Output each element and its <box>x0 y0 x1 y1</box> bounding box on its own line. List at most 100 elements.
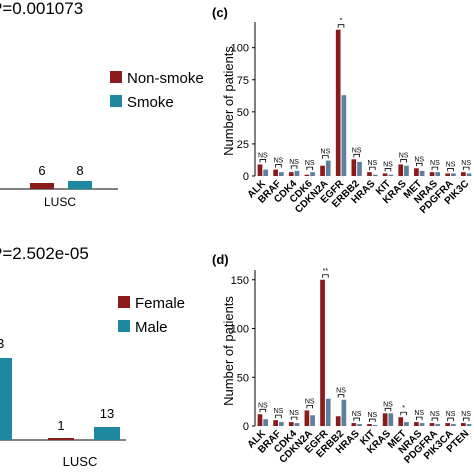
panel-d: (d) Number of patients 050100150NSALKNSB… <box>212 252 472 466</box>
bar-BRAF-1 <box>273 420 278 426</box>
bar-CDK4-2 <box>294 423 300 426</box>
bar-PIK3CA-2 <box>451 424 456 426</box>
sig-bracket-PIK3C <box>462 166 470 171</box>
bar-KRAS-1 <box>398 164 404 176</box>
sig-bracket-PIK3CA <box>447 417 454 422</box>
panel-c: (c) Number of patients 0255075100NSALKNS… <box>212 5 472 216</box>
panel-a: P=0.001073 Non-smoke Smoke 6 8 LUSC <box>0 0 204 209</box>
sig-label-BRAF: NS <box>274 408 284 415</box>
sig-bracket-BRAF <box>275 414 282 419</box>
bar-MET-2 <box>404 422 409 426</box>
sig-bracket-HRAS <box>353 417 360 422</box>
bar-CDK4-2 <box>294 170 300 176</box>
sig-label-KIT: NS <box>383 161 393 168</box>
sig-label-EGFR: * <box>340 18 343 25</box>
panel-c-ylabel: Number of patients <box>221 46 236 156</box>
panel-b-legend-male: Male <box>135 319 168 336</box>
bar-MET-1 <box>414 168 419 176</box>
sig-bracket-MET <box>416 162 423 167</box>
y-tick-label-0: 0 <box>243 421 249 433</box>
sig-bracket-ALK <box>259 159 267 163</box>
bar-CDK6-2 <box>310 172 315 176</box>
bar-KRAS-2 <box>404 165 409 176</box>
bar-HRAS-1 <box>367 172 372 176</box>
sig-bracket-EGFR <box>322 274 329 278</box>
sig-bracket-ERBB2 <box>337 394 345 398</box>
sig-label-CDK4: NS <box>289 159 299 166</box>
panel-b-bar-male <box>94 427 120 440</box>
sig-label-EGFR: ** <box>323 268 329 275</box>
sig-label-PIK3C: NS <box>461 160 471 167</box>
sig-label-CDK6: NS <box>305 160 315 167</box>
bar-PDGFRA-1 <box>429 423 435 426</box>
panel-c-letter: (c) <box>212 5 228 20</box>
bar-BRAF-1 <box>273 169 278 176</box>
bar-PIK3C-2 <box>466 173 472 176</box>
y-tick-label-0: 0 <box>243 171 249 183</box>
sig-label-BRAF: NS <box>274 158 284 165</box>
bar-ALK-2 <box>263 169 269 176</box>
bar-KIT-1 <box>382 173 388 176</box>
sig-label-KIT: NS <box>367 412 377 419</box>
bar-ERBB2-2 <box>341 399 347 426</box>
bar-HRAS-2 <box>357 424 362 426</box>
panel-b-legend-female: Female <box>135 295 185 312</box>
sig-label-PIK3CA: NS <box>446 411 456 418</box>
panel-a-pvalue: P=0.001073 <box>0 0 83 18</box>
panel-d-ylabel: Number of patients <box>221 296 236 406</box>
bar-PTEN-2 <box>466 424 472 426</box>
sig-bracket-CDK4 <box>290 165 298 169</box>
bar-NRAS-1 <box>429 172 435 176</box>
sig-label-HRAS: NS <box>352 411 362 418</box>
bar-CDKN2A-2 <box>310 415 315 426</box>
sig-label-ALK: NS <box>258 402 268 409</box>
bar-CDKN2A-2 <box>325 160 331 176</box>
bar-ALK-1 <box>257 414 263 426</box>
panel-b-category-label: LUSC <box>63 454 98 469</box>
sig-label-HRAS: NS <box>367 160 377 167</box>
sig-bracket-CDKN2A <box>306 405 313 409</box>
sig-label-MET: * <box>402 405 405 412</box>
y-tick-label-50: 50 <box>237 372 249 384</box>
bar-PDGFRA-2 <box>451 173 456 176</box>
sig-label-NRAS: NS <box>414 410 424 417</box>
bar-KIT-1 <box>367 424 372 426</box>
bar-PDGFRA-1 <box>445 173 451 176</box>
bar-ERBB2-1 <box>335 416 341 426</box>
bar-BRAF-2 <box>278 422 284 426</box>
bar-HRAS-1 <box>351 423 357 426</box>
sig-bracket-ERBB2 <box>353 153 360 158</box>
bar-ALK-2 <box>263 419 269 426</box>
panel-a-bar-nonsmoke <box>30 183 54 189</box>
sig-bracket-HRAS <box>369 166 376 171</box>
panel-a-bar-label-nonsmoke: 6 <box>38 163 45 178</box>
sig-bracket-EGFR <box>337 24 345 28</box>
sig-label-ERBB2: NS <box>336 388 346 395</box>
bar-CDKN2A-1 <box>304 410 310 426</box>
bar-PDGFRA-2 <box>435 424 441 426</box>
panel-a-legend-nonsmoke: Non-smoke <box>127 70 204 87</box>
bar-KRAS-1 <box>382 413 388 426</box>
y-tick-label-100: 100 <box>231 43 249 55</box>
y-tick-label-25: 25 <box>237 139 249 151</box>
sig-label-KRAS: NS <box>383 401 393 408</box>
panel-a-category-label: LUSC <box>44 195 76 209</box>
bar-NRAS-1 <box>414 422 419 426</box>
sig-bracket-NRAS <box>431 166 439 171</box>
bar-PTEN-1 <box>460 423 466 426</box>
panel-b: P=2.502e-05 Female Male 3 1 13 LUSC <box>0 244 185 469</box>
bar-EGFR-2 <box>325 398 331 426</box>
y-tick-label-75: 75 <box>237 75 249 87</box>
sig-bracket-PDGFRA <box>447 168 454 172</box>
bar-NRAS-2 <box>419 423 425 426</box>
sig-bracket-MET <box>400 411 407 416</box>
sig-label-PDGFRA: NS <box>430 411 440 418</box>
bar-CDK4-1 <box>288 422 294 426</box>
panel-b-bar-partial <box>0 358 12 440</box>
bar-HRAS-2 <box>372 174 378 176</box>
sig-bracket-KRAS <box>400 159 407 163</box>
panel-b-bar-label-male: 13 <box>100 406 114 421</box>
bar-EGFR-1 <box>335 29 341 177</box>
sig-bracket-BRAF <box>275 164 282 168</box>
bar-CDKN2A-1 <box>320 165 325 176</box>
